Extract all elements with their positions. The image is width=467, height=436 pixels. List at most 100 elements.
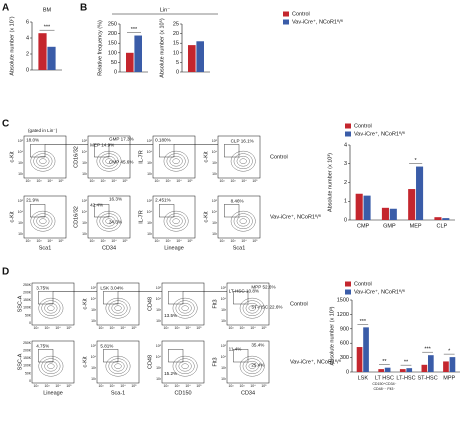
contour (245, 302, 259, 314)
bar (356, 347, 363, 372)
legend-swatch (283, 19, 289, 25)
significance: * (448, 349, 451, 355)
x-tick-label: MEP (410, 223, 422, 229)
y-tick-label: 10⁴ (147, 210, 153, 214)
y-tick-label: 10⁵ (18, 199, 24, 203)
bar (196, 41, 204, 72)
contour (105, 158, 113, 164)
y-tick-label: 250 (108, 21, 117, 27)
bar (408, 189, 416, 220)
x-axis-label: CD34 (102, 245, 116, 251)
panel-label: A (2, 3, 9, 14)
gate-label: 2.451% (155, 197, 171, 202)
x-tick-label: 10⁴ (185, 384, 191, 388)
significance: *** (131, 27, 138, 33)
y-tick-label: 10² (147, 172, 153, 176)
y-tick-label: 10² (221, 377, 227, 381)
contour (39, 218, 47, 224)
x-tick-label: 10² (90, 179, 96, 183)
y-tick-label: 10⁵ (156, 286, 162, 290)
gate-label: 11.4% (229, 347, 242, 352)
x-axis-label: CD34 (241, 390, 255, 396)
y-tick-label: 100K (23, 306, 32, 310)
contour (36, 155, 50, 167)
y-tick-label: 4 (26, 35, 29, 41)
contour (30, 150, 56, 172)
y-tick-label: 10³ (221, 308, 227, 312)
x-tick-label: 10³ (175, 384, 181, 388)
y-tick-label: 2 (26, 51, 29, 57)
significance: *** (424, 347, 431, 353)
gate-label: 25.4% (251, 363, 264, 368)
bar (47, 46, 56, 70)
bar (406, 368, 413, 372)
gate (94, 204, 110, 218)
x-tick-label: CLP (437, 223, 448, 229)
y-tick-label: 10³ (18, 161, 24, 165)
y-tick-label: 10 (173, 50, 179, 56)
row-label: Vav-iCre⁺, NCoR1ᶠˡ/ᶠˡ (270, 213, 321, 220)
contour (230, 210, 256, 232)
contour (33, 153, 53, 169)
contour (178, 302, 192, 314)
y-tick-label: 6 (26, 19, 29, 25)
y-tick-label: 10³ (91, 366, 97, 370)
significance: *** (360, 319, 367, 325)
x-tick-label: 10⁴ (250, 326, 256, 330)
contour (172, 158, 180, 164)
gate-label: 35.4% (251, 342, 264, 347)
y-axis-label: Absolute number (x 10⁵) (158, 18, 165, 78)
y-tick-label: 10³ (156, 308, 162, 312)
y-tick-label: 10² (147, 232, 153, 236)
bar (449, 357, 456, 372)
y-axis-label: Absolute number (x 10³) (327, 153, 333, 212)
x-tick-label: LT-HSC (396, 375, 415, 381)
y-tick-label: 10⁵ (212, 139, 218, 143)
x-tick-label: 10² (155, 239, 161, 243)
x-tick-label: 10⁵ (58, 179, 64, 183)
contour (33, 213, 53, 229)
y-tick-label: 10² (91, 377, 97, 381)
y-axis-label: Absolute number (x 10³) (329, 306, 335, 365)
y-axis-label: SSC-A (17, 295, 23, 312)
y-tick-label: 10² (18, 172, 24, 176)
gate-label: 18.0% (26, 137, 39, 142)
y-axis-label: c-Kit (203, 211, 209, 222)
x-tick-label: 10⁴ (120, 326, 126, 330)
contour (172, 355, 198, 377)
bar (355, 193, 363, 220)
contour (175, 358, 195, 374)
y-tick-label: 10⁴ (82, 210, 88, 214)
legend-swatch (345, 123, 351, 129)
x-tick-label: 10³ (166, 179, 172, 183)
contour (239, 218, 247, 224)
y-tick-label: 0 (346, 369, 349, 375)
contour (166, 153, 186, 169)
y-tick-label: 10⁵ (18, 139, 24, 143)
bar (434, 217, 442, 220)
y-tick-label: 10⁴ (156, 297, 162, 301)
y-tick-label: 10³ (91, 308, 97, 312)
bar (363, 195, 371, 220)
significance: ** (404, 360, 409, 366)
x-tick-label: LT HSC (375, 375, 394, 381)
gate (233, 349, 249, 363)
y-tick-label: 25 (173, 21, 179, 27)
y-tick-label: 200K (23, 290, 32, 294)
y-tick-label: 1500 (337, 297, 349, 303)
contour (47, 305, 55, 311)
y-axis-label: IL-7R (138, 210, 144, 223)
y-tick-label: 250K (23, 341, 32, 345)
x-tick-label: 10⁴ (241, 179, 247, 183)
y-tick-label: 10² (221, 319, 227, 323)
y-axis-label: c-Kit (203, 151, 209, 162)
gate (168, 291, 184, 305)
contour (236, 215, 250, 227)
y-tick-label: 10³ (221, 366, 227, 370)
y-tick-label: 10⁵ (212, 199, 218, 203)
y-tick-label: 10⁵ (82, 139, 88, 143)
x-tick-label: 10⁴ (176, 239, 182, 243)
y-tick-label: 10⁴ (147, 150, 153, 154)
bar (442, 218, 450, 220)
